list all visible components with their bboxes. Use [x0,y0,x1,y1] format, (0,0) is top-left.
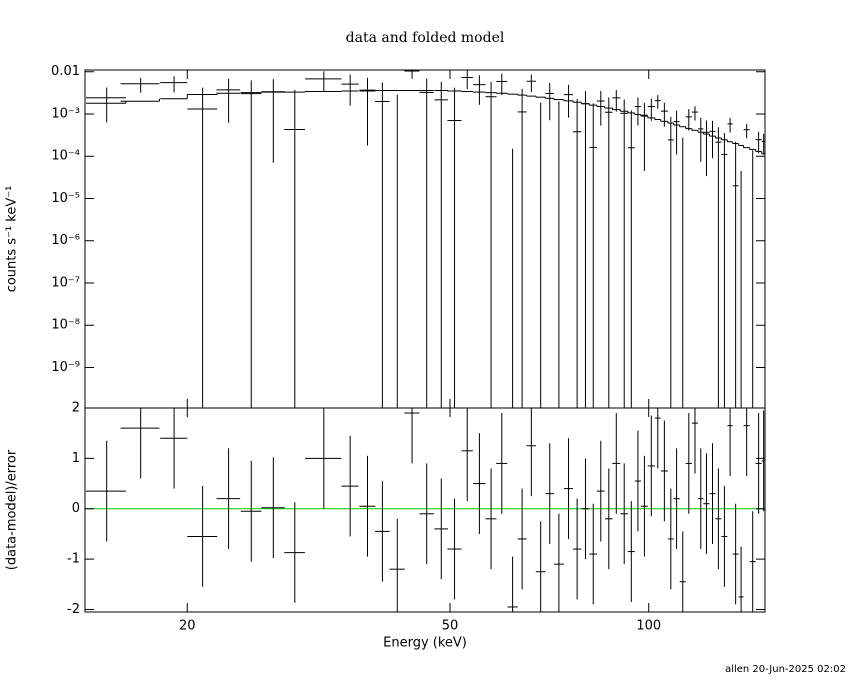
x-tick-label: 20 [179,619,196,634]
y-tick-label: 10⁻⁵ [51,191,80,206]
x-axis-label: Energy (keV) [383,636,467,651]
footer: allen 20-Jun-2025 02:02 [725,664,846,675]
y-tick-label: -1 [67,552,80,567]
y-tick-label: 10⁻⁶ [51,233,80,248]
y-tick-label: 10⁻³ [51,106,80,121]
y-tick-label: -2 [67,602,80,617]
y-tick-label: 10⁻⁹ [51,360,80,375]
y-tick-label: 10⁻⁴ [51,149,80,164]
x-tick-label: 50 [442,619,459,634]
y-axis-label: (data-model)/error [5,449,20,570]
y-tick-label: 0 [72,501,80,516]
x-tick-label: 100 [636,619,661,634]
frame [84,69,766,409]
frame [84,407,766,613]
y-tick-label: 1 [72,451,80,466]
y-axis-label: counts s⁻¹ keV⁻¹ [5,186,20,293]
plot-area [86,70,765,408]
y-tick-label: 0.01 [51,64,80,79]
chart-title: data and folded model [346,30,505,46]
y-tick-label: 10⁻⁸ [51,318,80,333]
y-tick-label: 10⁻⁷ [51,275,80,290]
plot-area [85,408,765,612]
y-tick-label: 2 [72,401,80,416]
